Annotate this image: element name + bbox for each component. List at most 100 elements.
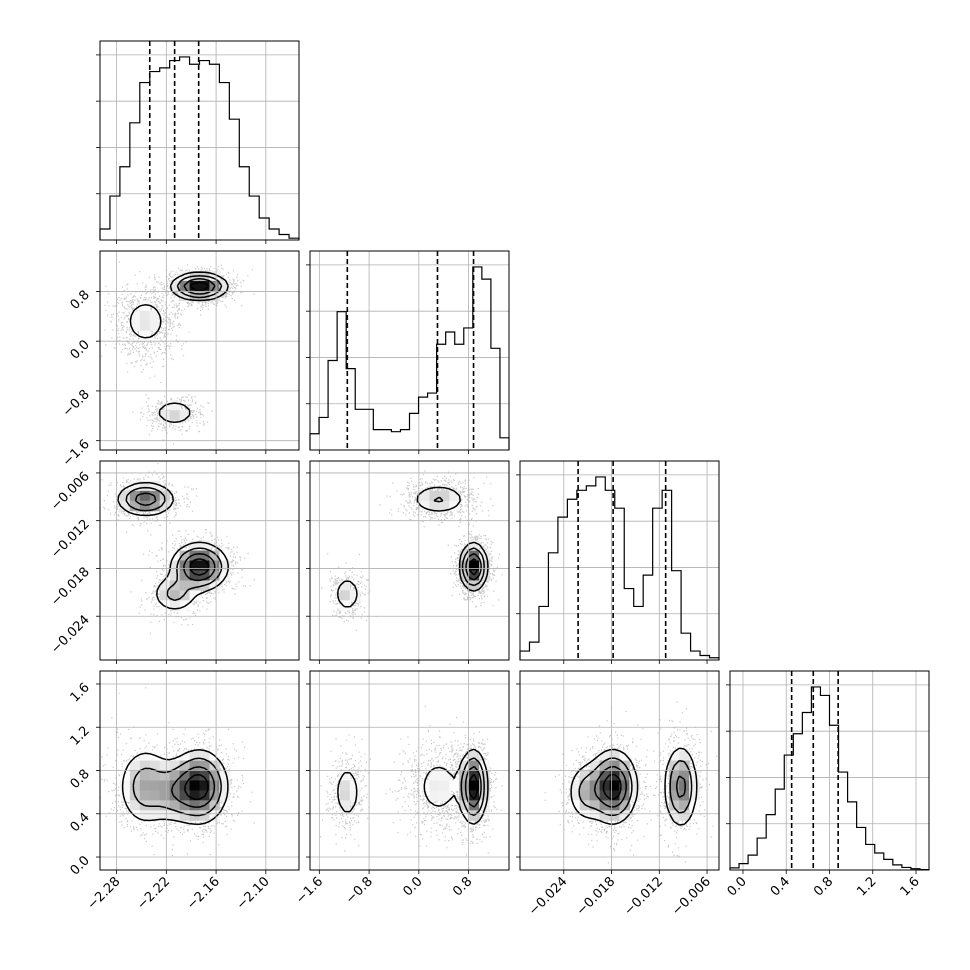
density-cell xyxy=(149,790,161,801)
density-cell xyxy=(339,600,351,611)
density-cell xyxy=(429,500,440,512)
histogram-panel-4 xyxy=(726,670,930,871)
density-cell xyxy=(439,490,450,502)
density-cell xyxy=(179,790,191,801)
density-cell xyxy=(149,770,161,781)
density-cell xyxy=(689,790,700,801)
density-cell xyxy=(459,760,470,771)
density-cell xyxy=(189,540,200,552)
density-cell xyxy=(579,790,591,801)
density-cell xyxy=(609,780,620,791)
density-cell xyxy=(199,290,210,302)
density-cell xyxy=(199,550,210,561)
density-cell xyxy=(439,780,450,791)
density-cell xyxy=(589,790,601,801)
density-cell xyxy=(479,570,490,581)
density-cell xyxy=(119,780,131,791)
density-cell xyxy=(119,770,131,781)
density-cell xyxy=(169,570,181,581)
density-panel-4-2 xyxy=(309,670,510,871)
density-cell xyxy=(679,770,690,781)
density-cell xyxy=(179,800,191,811)
density-cell xyxy=(179,760,191,771)
density-cell xyxy=(469,750,480,762)
density-cell xyxy=(149,500,161,512)
density-cell xyxy=(599,810,611,821)
x-tick-label: −0.018 xyxy=(574,874,619,919)
density-cell xyxy=(159,790,171,801)
density-cell xyxy=(119,490,131,502)
y-tick-label: 0.8 xyxy=(68,767,93,792)
contour-level-1 xyxy=(570,747,698,826)
histogram-panel-3 xyxy=(516,460,720,661)
density-cell xyxy=(599,780,611,791)
density-cell xyxy=(479,550,490,561)
density-cell xyxy=(569,790,581,801)
density-cell xyxy=(149,780,161,791)
density-cell xyxy=(169,800,181,811)
density-cell xyxy=(159,760,171,771)
density-panel-2-1 xyxy=(99,250,300,451)
contour-level-2 xyxy=(125,486,223,602)
density-cell xyxy=(479,770,490,781)
density-cell xyxy=(469,560,480,571)
density-cell xyxy=(469,800,480,811)
density-cell xyxy=(339,780,351,791)
histogram-step-line xyxy=(729,686,930,871)
density-cell xyxy=(169,590,181,601)
density-cell xyxy=(189,280,200,292)
panel-frame xyxy=(99,250,300,451)
density-cell xyxy=(339,800,351,811)
density-cell xyxy=(349,780,361,791)
density-cell xyxy=(679,760,690,771)
density-cell xyxy=(199,770,210,781)
contour-level-1 xyxy=(121,748,229,825)
density-content xyxy=(321,470,503,631)
density-cell xyxy=(579,770,591,781)
contour-level-2 xyxy=(433,496,485,587)
contour-level-2 xyxy=(460,757,485,817)
density-cell xyxy=(339,590,351,601)
density-cell xyxy=(679,790,690,801)
density-cell xyxy=(429,780,440,791)
density-cell xyxy=(569,780,581,791)
contour-level-3 xyxy=(134,492,216,582)
density-cell xyxy=(189,590,200,601)
density-cell xyxy=(189,790,200,801)
density-cell xyxy=(609,800,620,811)
density-cell xyxy=(129,310,141,322)
density-cell xyxy=(209,570,220,581)
density-cell xyxy=(199,560,210,571)
density-cell xyxy=(579,810,591,821)
density-cell xyxy=(119,790,131,801)
density-cell xyxy=(569,800,581,811)
density-cell xyxy=(159,590,171,601)
y-tick-label: 0.8 xyxy=(68,288,93,313)
density-cell xyxy=(169,790,181,801)
density-cell xyxy=(179,770,191,781)
density-cell xyxy=(189,550,200,561)
density-cell xyxy=(609,750,620,762)
density-cell xyxy=(159,410,171,421)
contour-level-4 xyxy=(189,558,210,576)
y-tick-label: 1.6 xyxy=(68,680,93,705)
density-cell xyxy=(459,560,470,571)
density-cell xyxy=(159,500,171,512)
density-cell xyxy=(179,560,191,571)
density-cell xyxy=(479,760,490,771)
histogram-panel-2 xyxy=(306,250,510,451)
density-cell xyxy=(469,780,480,791)
density-cell xyxy=(679,780,690,791)
x-tick-label: −0.8 xyxy=(343,874,376,907)
density-cell xyxy=(679,750,690,762)
density-cell xyxy=(479,800,490,811)
density-cell xyxy=(579,780,591,791)
density-cell xyxy=(449,500,460,512)
density-cell xyxy=(179,750,191,762)
density-cell xyxy=(129,500,141,512)
panel-frame xyxy=(309,460,510,661)
density-cell xyxy=(599,800,611,811)
density-cell xyxy=(169,600,181,611)
histogram-step-line xyxy=(99,56,300,240)
contour-level-2 xyxy=(132,757,222,817)
